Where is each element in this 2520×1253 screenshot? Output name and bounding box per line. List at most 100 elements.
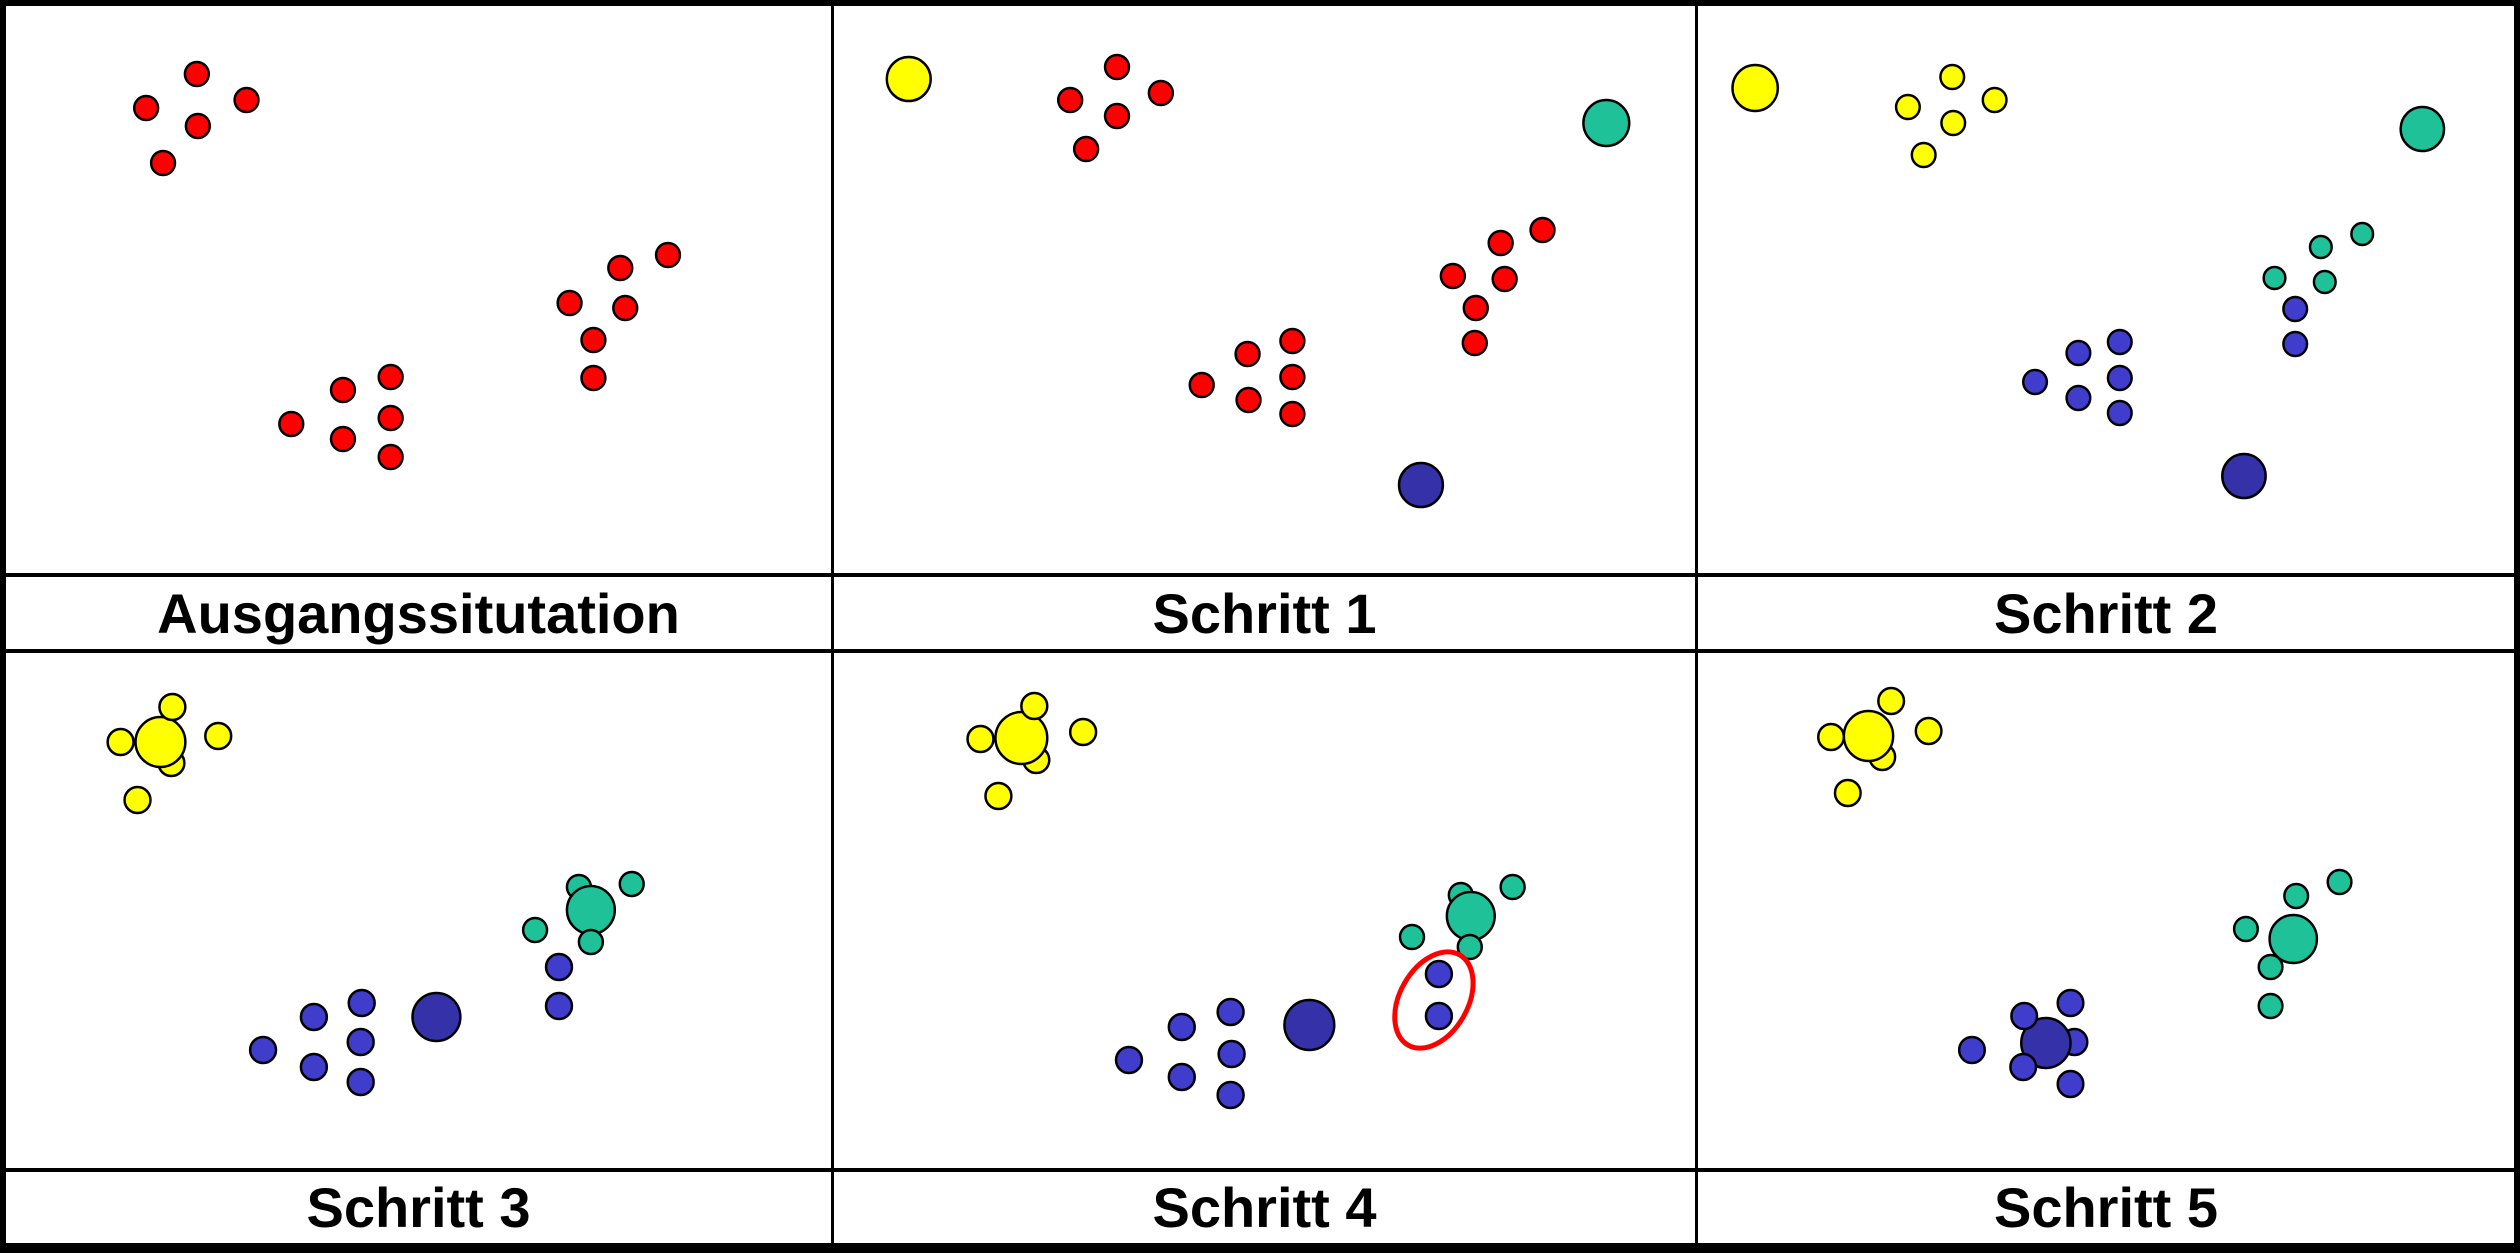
data-point [2009, 1052, 2038, 1082]
data-point [1234, 340, 1261, 368]
scatter-panel-ausgangssituation [6, 6, 834, 573]
centroid-marker [134, 715, 187, 769]
data-point [377, 363, 404, 391]
data-point [346, 1067, 375, 1097]
data-point [2257, 953, 2284, 981]
scatter-panel-schritt-1 [834, 6, 1698, 573]
data-point [123, 785, 152, 815]
data-point [580, 326, 607, 354]
data-point [1529, 216, 1556, 244]
data-point [2326, 868, 2353, 896]
data-point [1939, 63, 1966, 91]
scatter-plot [132, 60, 682, 471]
scatter-plot [1731, 63, 2446, 500]
data-point [1439, 262, 1467, 290]
data-point [2106, 399, 2133, 427]
data-point [1147, 79, 1175, 107]
data-point [1491, 265, 1518, 293]
data-point [984, 781, 1013, 811]
scatter-panel-schritt-2 [1698, 6, 2514, 573]
data-point [2282, 295, 2309, 323]
scatter-plot [106, 692, 645, 1097]
data-point [1068, 717, 1098, 747]
caption-schritt-5: Schritt 5 [1993, 1176, 2219, 1239]
data-point [299, 1002, 329, 1032]
data-point [1216, 1080, 1245, 1110]
data-point [521, 916, 549, 944]
data-point [1456, 933, 1483, 961]
data-point [2021, 368, 2049, 396]
centroid-marker [1582, 98, 1631, 148]
data-point [377, 404, 404, 432]
data-point [2350, 221, 2375, 247]
data-point [1487, 229, 1514, 257]
data-point [1279, 363, 1306, 391]
caption-cell-schritt-1: Schritt 1 [834, 573, 1698, 653]
caption-cell-schritt-4: Schritt 4 [834, 1168, 1698, 1247]
data-point [1072, 135, 1100, 163]
data-point [1398, 923, 1426, 951]
data-point [248, 1035, 278, 1065]
centroid-marker [2221, 452, 2267, 500]
centroid-marker [411, 991, 462, 1043]
data-point [607, 254, 634, 282]
data-point [1167, 1012, 1196, 1042]
data-point [1981, 86, 2008, 114]
data-point [2065, 339, 2092, 367]
data-point [132, 94, 160, 122]
caption-ausgangssituation: Ausgangssitutation [157, 581, 680, 645]
scatter-panel-schritt-5 [1698, 653, 2514, 1168]
centroid-marker [994, 710, 1049, 766]
data-point [299, 1052, 329, 1082]
data-point [1424, 959, 1454, 989]
centroid-marker [2399, 105, 2446, 153]
data-point [204, 721, 233, 751]
data-point [2257, 992, 2284, 1020]
data-point [106, 727, 135, 757]
data-point [1833, 778, 1862, 808]
caption-schritt-1: Schritt 1 [1152, 581, 1377, 645]
caption-cell-ausgangssituation: Ausgangssitutation [6, 573, 834, 653]
data-point [1188, 371, 1215, 399]
data-point [1910, 141, 1937, 169]
data-point [1877, 686, 1906, 716]
data-point [1461, 329, 1488, 357]
data-point [1894, 93, 1921, 121]
data-point [1103, 53, 1131, 81]
data-point [2262, 265, 2287, 291]
centroid-marker [565, 884, 617, 936]
data-point [2010, 1001, 2039, 1031]
data-point [2056, 988, 2085, 1018]
data-point [329, 376, 357, 404]
data-point [278, 410, 305, 438]
data-point [1167, 1062, 1196, 1092]
data-point [544, 952, 574, 982]
scatter-plot [1817, 686, 2353, 1099]
data-point [654, 241, 682, 269]
data-point [1462, 294, 1489, 322]
data-point [233, 86, 260, 114]
data-point [2283, 882, 2310, 910]
data-point [556, 289, 583, 317]
caption-cell-schritt-2: Schritt 2 [1698, 573, 2514, 653]
data-point [1940, 109, 1967, 137]
data-point [2106, 328, 2133, 356]
scatter-panel-schritt-4 [834, 653, 1698, 1168]
caption-cell-schritt-5: Schritt 5 [1698, 1168, 2514, 1247]
data-point [580, 364, 607, 392]
centroid-marker [2268, 913, 2319, 965]
data-point [1914, 716, 1943, 746]
data-point [1279, 327, 1306, 355]
data-point [1817, 722, 1846, 752]
centroid-marker [885, 55, 932, 103]
data-point [2312, 269, 2337, 295]
data-point [612, 294, 639, 322]
caption-cell-schritt-3: Schritt 3 [6, 1168, 834, 1247]
data-point [1020, 691, 1049, 721]
data-point [1957, 1035, 1987, 1065]
scatter-plot [885, 53, 1631, 509]
data-point [2232, 915, 2259, 943]
centroid-marker [1731, 63, 1780, 113]
data-point [184, 112, 212, 140]
